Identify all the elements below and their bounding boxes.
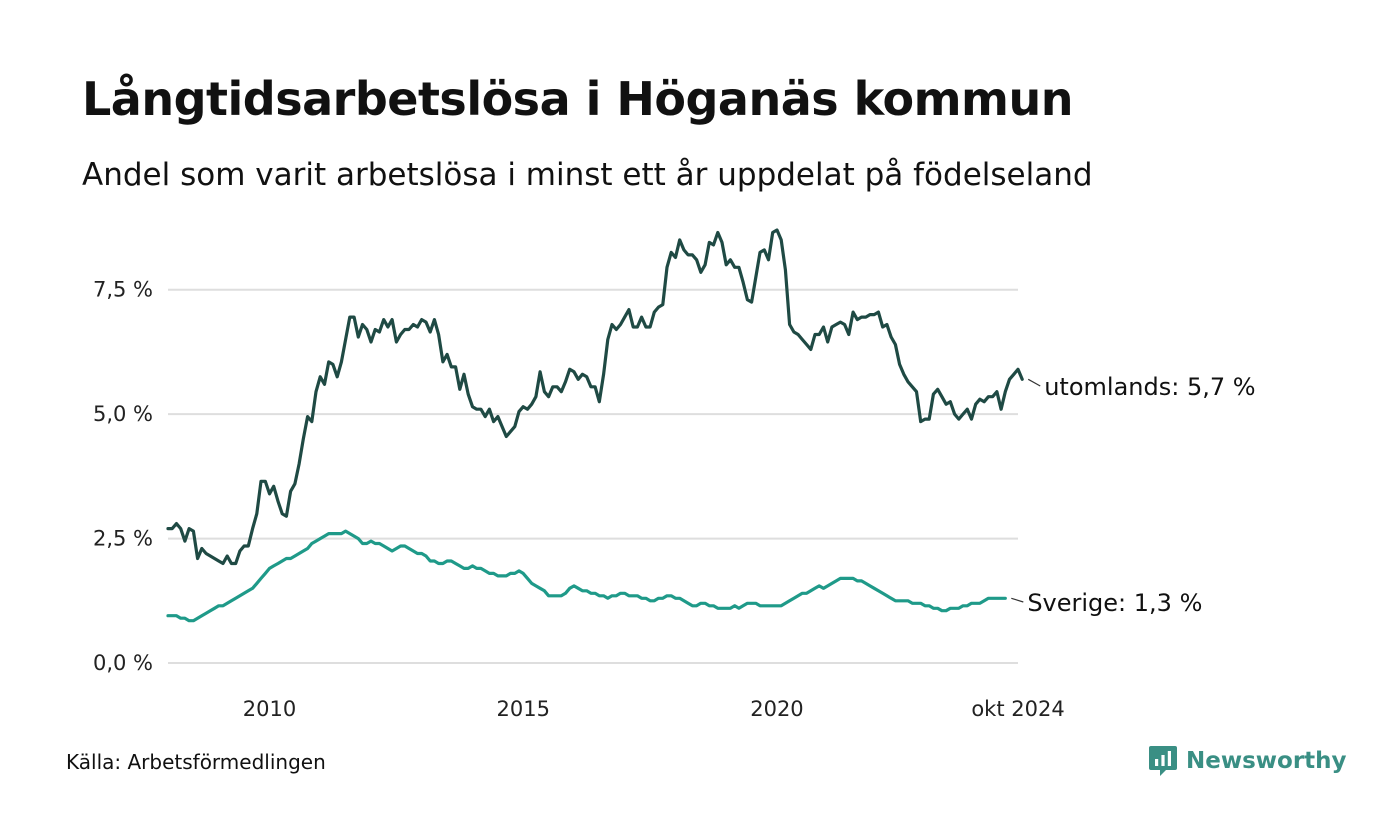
x-tick-label: 2020 (750, 697, 803, 721)
y-tick-label: 5,0 % (93, 402, 153, 426)
series-line-utomlands (166, 228, 1024, 566)
series-end-labels: utomlands: 5,7 % Sverige: 1,3 % (1011, 373, 1256, 617)
series-end-label-sverige: Sverige: 1,3 % (1027, 589, 1202, 617)
x-tick-label: 2015 (496, 697, 549, 721)
y-axis-ticks: 0,0 % 2,5 % 5,0 % 7,5 % (93, 278, 153, 675)
y-tick-label: 2,5 % (93, 527, 153, 551)
label-connector (1011, 597, 1024, 603)
label-connector (1027, 378, 1041, 387)
series-end-label-utomlands: utomlands: 5,7 % (1044, 373, 1255, 401)
y-tick-label: 7,5 % (93, 278, 153, 302)
chart-subtitle: Andel som varit arbetslösa i minst ett å… (82, 157, 1093, 193)
series-lines (166, 228, 1024, 623)
x-tick-label: okt 2024 (971, 697, 1064, 721)
source-note: Källa: Arbetsförmedlingen (66, 750, 326, 774)
x-axis-ticks: 2010 2015 2020 okt 2024 (243, 697, 1065, 721)
brand-logo[interactable]: Newsworthy (1148, 744, 1347, 778)
newsworthy-logo-icon (1149, 746, 1177, 776)
brand-name: Newsworthy (1186, 748, 1347, 774)
y-tick-label: 0,0 % (93, 651, 153, 675)
x-tick-label: 2010 (243, 697, 296, 721)
series-line-sverige (166, 529, 1007, 623)
chart-title: Långtidsarbetslösa i Höganäs kommun (82, 72, 1073, 126)
gridlines (168, 288, 1018, 664)
